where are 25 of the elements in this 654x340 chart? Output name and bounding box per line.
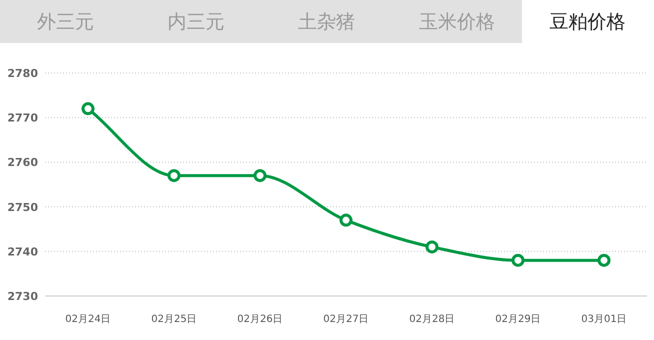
point xyxy=(598,254,610,267)
x-tick-label: 02月27日 xyxy=(323,314,369,325)
text: 土杂猪 xyxy=(298,11,355,33)
x-tick-label: 02月29日 xyxy=(495,314,541,325)
x-tick-label: 02月24日 xyxy=(65,314,111,325)
y-tick-label: 2760 xyxy=(7,156,38,170)
point xyxy=(426,240,438,254)
y-tick-label: 2740 xyxy=(7,245,38,258)
point xyxy=(254,169,266,182)
y-tick-label: 2770 xyxy=(7,112,38,125)
y-tick-label: 2780 xyxy=(7,67,38,80)
y-tick-label: 2750 xyxy=(7,200,38,214)
x-tick-label: 02月25日 xyxy=(151,314,197,325)
point xyxy=(82,102,94,116)
text: 内三元 xyxy=(167,11,224,33)
text: 玉米价格 xyxy=(418,11,495,33)
x-tick-label: 02月28日 xyxy=(409,314,455,325)
point xyxy=(340,214,352,227)
text: 外三元 xyxy=(36,11,94,33)
x-tick-label: 02月26日 xyxy=(237,314,283,325)
chart-title: 豆粕价格 xyxy=(549,11,626,33)
y-tick-label: 2730 xyxy=(7,290,38,303)
point xyxy=(168,169,180,182)
point xyxy=(512,254,524,267)
x-tick-label: 03月01日 xyxy=(581,314,627,325)
